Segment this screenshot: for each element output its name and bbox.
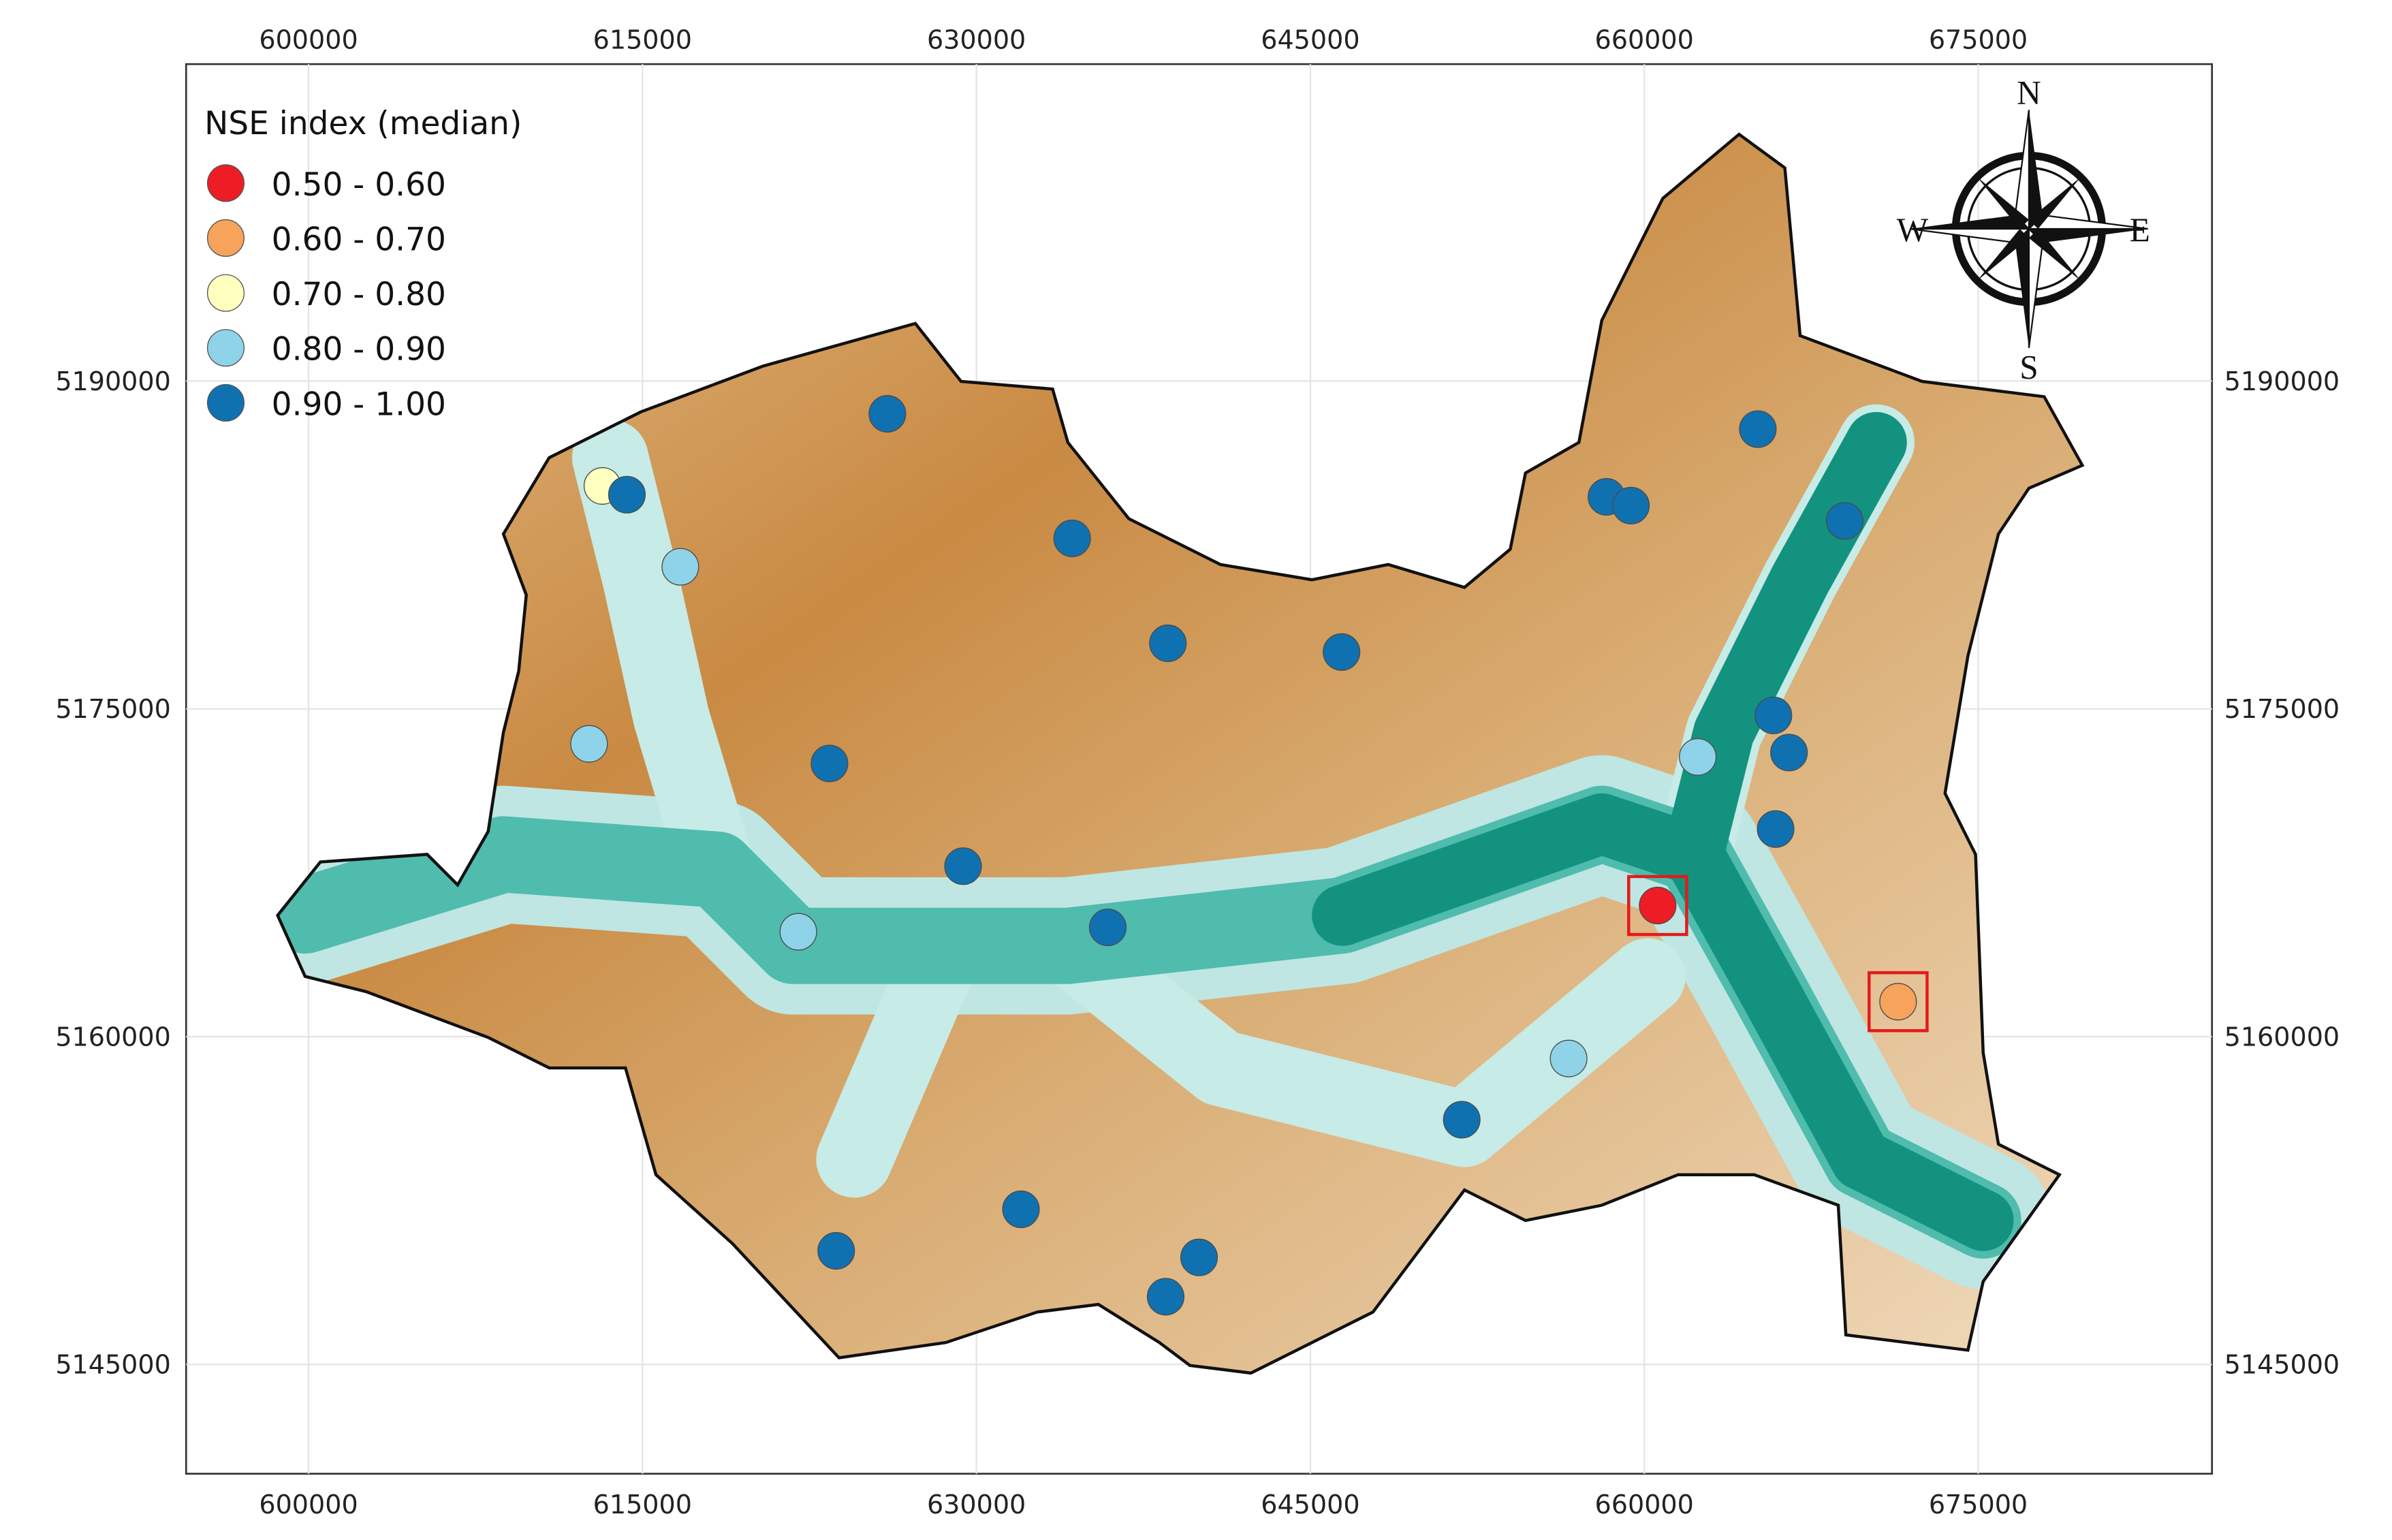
x-tick-label-top: 615000 — [593, 25, 692, 55]
y-tick-label-right: 5190000 — [2224, 366, 2340, 396]
y-tick-label-left: 5175000 — [55, 694, 171, 724]
station — [1002, 1190, 1040, 1229]
station — [1053, 519, 1091, 557]
station — [1639, 886, 1677, 925]
legend-swatch — [206, 164, 245, 202]
legend-swatch — [206, 219, 245, 257]
x-tick-label-bottom: 675000 — [1929, 1490, 2028, 1520]
highlight-box — [1868, 971, 1929, 1033]
station — [1757, 810, 1795, 848]
station — [1180, 1238, 1218, 1276]
highlight-box — [1627, 875, 1688, 937]
x-tick-label-bottom: 630000 — [927, 1490, 1026, 1520]
y-tick-label-right: 5145000 — [2224, 1350, 2340, 1380]
station — [1679, 738, 1717, 776]
legend-label: 0.60 - 0.70 — [272, 221, 446, 258]
legend-label: 0.90 - 1.00 — [272, 386, 446, 423]
legend-title: NSE index (median) — [204, 105, 522, 142]
station — [817, 1231, 855, 1270]
y-tick-label-right: 5175000 — [2224, 694, 2340, 724]
x-tick-label-bottom: 600000 — [259, 1490, 358, 1520]
compass-n: N — [2017, 74, 2041, 111]
legend-swatch — [206, 274, 245, 312]
x-tick-label-bottom: 660000 — [1595, 1490, 1694, 1520]
x-tick-label-top: 630000 — [927, 25, 1026, 55]
station — [1739, 410, 1777, 448]
x-tick-label-top: 675000 — [1929, 25, 2028, 55]
x-tick-label-bottom: 615000 — [593, 1490, 692, 1520]
station — [1825, 502, 1863, 540]
x-tick-label-top: 600000 — [259, 25, 358, 55]
valleys — [277, 404, 2052, 1289]
compass-e: E — [2130, 211, 2150, 249]
legend-swatch — [206, 383, 245, 422]
station — [1879, 983, 1917, 1021]
station — [661, 548, 699, 586]
station — [608, 475, 646, 514]
legend-label: 0.50 - 0.60 — [272, 166, 446, 204]
station — [1770, 734, 1808, 772]
compass-s: S — [2019, 349, 2038, 386]
x-tick-label-top: 660000 — [1595, 25, 1694, 55]
y-tick-label-right: 5160000 — [2224, 1022, 2340, 1052]
y-tick-label-left: 5190000 — [55, 366, 171, 396]
station — [868, 394, 907, 433]
station — [944, 847, 982, 885]
x-tick-label-bottom: 645000 — [1261, 1490, 1359, 1520]
station — [779, 913, 817, 951]
legend-label: 0.70 - 0.80 — [272, 276, 446, 313]
station — [570, 725, 608, 763]
legend-label: 0.80 - 0.90 — [272, 331, 446, 368]
station — [1088, 909, 1127, 947]
compass-rose: N S E W — [1897, 74, 2150, 386]
station — [1323, 633, 1361, 671]
station — [811, 744, 849, 783]
station — [1612, 486, 1650, 524]
station — [1149, 624, 1187, 662]
station — [1549, 1039, 1588, 1078]
station — [1146, 1278, 1184, 1316]
station — [1754, 696, 1793, 734]
legend-swatch — [206, 329, 245, 367]
station — [1443, 1101, 1481, 1139]
compass-w: W — [1897, 211, 1929, 249]
x-tick-label-top: 645000 — [1261, 25, 1359, 55]
y-tick-label-left: 5145000 — [55, 1350, 171, 1380]
y-tick-label-left: 5160000 — [55, 1022, 171, 1052]
